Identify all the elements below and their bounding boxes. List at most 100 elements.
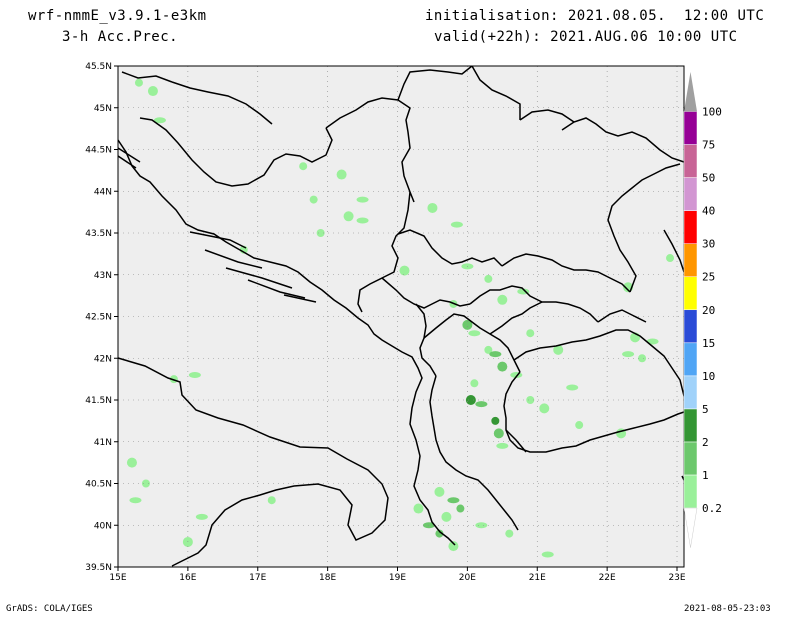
lat-tick-label: 40N [94, 521, 112, 531]
precip-patch [553, 344, 564, 355]
precip-patch [575, 421, 584, 430]
colorbar-label: 100 [702, 106, 722, 119]
precip-patch [566, 384, 579, 391]
colorbar-label: 75 [702, 139, 715, 152]
border [429, 375, 519, 531]
colorbar-segment [683, 342, 698, 377]
lon-tick-label: 23E [668, 573, 685, 583]
border [513, 329, 691, 409]
precip-patch [195, 513, 208, 520]
precip-patch [434, 486, 445, 497]
precip-patch [399, 265, 410, 276]
colorbar-segment [683, 474, 698, 509]
border [597, 309, 647, 323]
lat-tick-label: 41N [94, 438, 112, 448]
lon-tick-label: 15E [109, 573, 126, 583]
border [325, 97, 415, 203]
border [423, 313, 521, 373]
precip-patch [622, 351, 635, 358]
border [171, 81, 273, 125]
colorbar-label: 1 [702, 469, 709, 482]
precip-patch [456, 504, 465, 513]
plot-background [118, 66, 684, 567]
precip-patch [526, 396, 535, 404]
precip-patch [343, 211, 354, 222]
colorbar-label: 25 [702, 271, 715, 284]
island [189, 231, 247, 249]
border [139, 117, 333, 187]
border [357, 191, 411, 313]
precip-patch [505, 529, 514, 538]
lat-tick-label: 40.5N [85, 480, 112, 490]
colorbar-segment [683, 441, 698, 476]
colorbar-bottom-arrow [683, 507, 698, 548]
colorbar-segment [683, 309, 698, 344]
precip-patch [188, 371, 201, 378]
lat-tick-label: 41.5N [85, 396, 112, 406]
precip-patch [316, 229, 325, 237]
border [519, 109, 575, 123]
border [561, 117, 685, 163]
colorbar-segment [683, 210, 698, 244]
border [501, 253, 631, 293]
border [489, 301, 543, 335]
precip-patch [470, 379, 479, 388]
colorbar-label: 20 [702, 304, 715, 317]
precip-patch [497, 361, 508, 372]
lon-tick-label: 20E [459, 573, 476, 583]
colorbar-label: 0.2 [702, 502, 722, 515]
lat-tick-label: 39.5N [85, 563, 112, 573]
credit-text: GrADS: COLA/IGES [6, 604, 93, 614]
colorbar-segment [683, 243, 698, 277]
island [117, 147, 141, 169]
border [121, 71, 173, 83]
precip-patch [462, 319, 473, 330]
island [204, 249, 263, 269]
precip-patch [427, 202, 438, 213]
border [607, 163, 681, 293]
precip-patch [666, 254, 675, 263]
island [283, 294, 317, 303]
lon-tick-label: 16E [179, 573, 196, 583]
precip-patch [413, 503, 424, 514]
border [469, 285, 599, 323]
precip-patch [491, 416, 500, 425]
lat-tick-label: 43N [94, 271, 112, 281]
colorbar-label: 30 [702, 238, 715, 251]
precip-patch [336, 169, 347, 180]
border [381, 277, 471, 309]
border [663, 229, 685, 273]
precip-patch [129, 497, 142, 504]
valid-time: valid(+22h): 2021.AUG.06 10:00 UTC [434, 29, 738, 45]
italy-coastline [117, 357, 389, 567]
precip-patch [147, 86, 158, 97]
lat-tick-label: 42.5N [85, 313, 112, 323]
border [397, 229, 503, 267]
model-name: wrf-nmmE_v3.9.1-e3km [28, 8, 207, 24]
lon-tick-label: 19E [389, 573, 406, 583]
colorbar-label: 40 [702, 205, 715, 218]
precip-patch [356, 196, 369, 203]
precip-patch [541, 551, 554, 558]
precip-patch [475, 522, 488, 529]
precip-patch [448, 541, 459, 552]
adriatic-east-coastline [117, 139, 456, 546]
precipitation-layer [126, 78, 675, 558]
lon-tick-label: 18E [319, 573, 336, 583]
timestamp-text: 2021-08-05-23:03 [684, 604, 771, 614]
precip-patch [496, 442, 509, 449]
border [397, 65, 473, 101]
lon-tick-label: 21E [529, 573, 546, 583]
precip-patch [475, 401, 488, 408]
precip-patch [441, 511, 452, 522]
precip-patch [465, 395, 476, 405]
colorbar-label: 10 [702, 370, 715, 383]
precip-patch [484, 274, 493, 283]
border [503, 371, 691, 453]
lat-tick-label: 42N [94, 354, 112, 364]
border [471, 65, 521, 120]
border [505, 429, 527, 453]
precip-patch [141, 479, 150, 488]
island [225, 267, 293, 289]
